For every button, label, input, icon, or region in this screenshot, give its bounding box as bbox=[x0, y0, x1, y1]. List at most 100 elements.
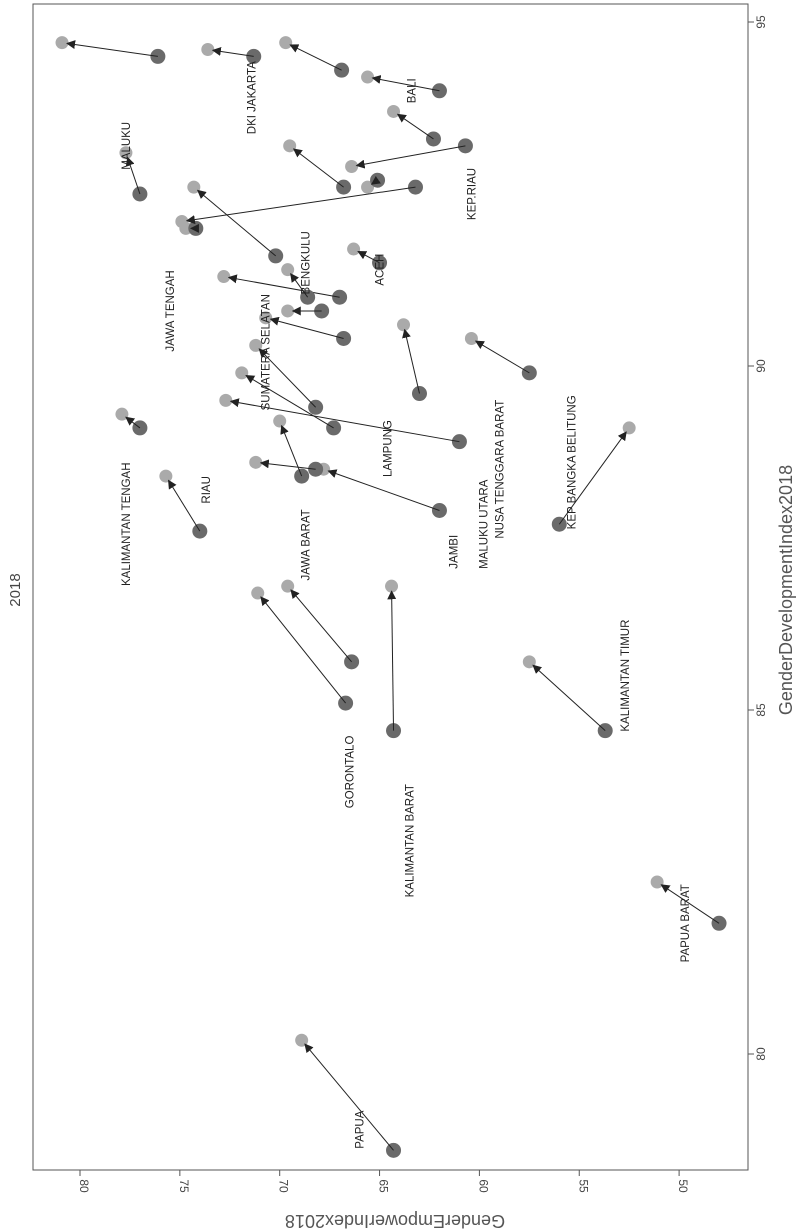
point-end bbox=[175, 215, 189, 229]
point-end bbox=[187, 180, 201, 194]
province-label: BALI bbox=[406, 78, 418, 103]
point-end bbox=[201, 43, 215, 57]
point-end bbox=[279, 36, 293, 50]
province-label: JAWA BARAT bbox=[301, 509, 313, 580]
province-label: JAMBI bbox=[448, 535, 460, 569]
arrow bbox=[245, 374, 334, 429]
point-end bbox=[464, 331, 478, 345]
arrow bbox=[304, 1043, 394, 1151]
arrow bbox=[290, 589, 352, 663]
province-label: MALUKU bbox=[121, 122, 133, 170]
province-label: DKI JAKARTA bbox=[247, 61, 259, 134]
arrow bbox=[327, 469, 440, 511]
province-label: KEP BANGKA BELITUNG bbox=[566, 395, 578, 529]
point-end bbox=[159, 469, 173, 483]
arrow bbox=[185, 186, 416, 225]
point-end bbox=[281, 579, 295, 593]
y-tick-label: 60 bbox=[476, 1179, 490, 1193]
arrow bbox=[660, 884, 720, 924]
x-tick-label: 90 bbox=[754, 359, 768, 373]
arrow bbox=[280, 424, 303, 477]
arrow bbox=[371, 75, 440, 92]
province-label: GORONTALO bbox=[345, 736, 357, 809]
point-end bbox=[115, 407, 129, 421]
arrow bbox=[168, 479, 201, 532]
point-end bbox=[217, 270, 231, 284]
arrow bbox=[396, 113, 434, 140]
arrow bbox=[402, 328, 420, 394]
arrow bbox=[260, 596, 346, 704]
arrow bbox=[211, 47, 254, 57]
point-end bbox=[385, 579, 399, 593]
x-tick-label: 95 bbox=[754, 15, 768, 29]
arrow bbox=[355, 145, 466, 169]
province-label: BENGKULU bbox=[301, 231, 313, 294]
arrow bbox=[357, 250, 380, 264]
arrow bbox=[258, 348, 317, 408]
arrow bbox=[196, 189, 277, 257]
x-tick-label: 85 bbox=[754, 703, 768, 717]
province-label: MALUKU UTARA bbox=[478, 479, 490, 569]
arrow bbox=[125, 156, 141, 195]
arrow bbox=[558, 431, 627, 525]
point-end bbox=[387, 104, 401, 118]
x-tick-label: 80 bbox=[754, 1047, 768, 1061]
point-end bbox=[281, 304, 295, 318]
point-end bbox=[249, 455, 263, 469]
point-end bbox=[251, 586, 265, 600]
point-end bbox=[55, 36, 69, 50]
point-end bbox=[119, 146, 133, 160]
point-end bbox=[219, 393, 233, 407]
point-start bbox=[246, 48, 262, 64]
province-label: RIAU bbox=[201, 476, 213, 503]
plot-frame bbox=[32, 3, 749, 1171]
point-end bbox=[650, 875, 664, 889]
province-label: KEP.RIAU bbox=[466, 168, 478, 220]
province-label: JAWA TENGAH bbox=[165, 270, 177, 351]
y-axis-title: GenderEmpowerIndex2018 bbox=[285, 1211, 505, 1231]
y-tick-label: 75 bbox=[177, 1179, 191, 1193]
y-tick-label: 50 bbox=[676, 1179, 690, 1193]
province-label: ACEH bbox=[375, 254, 387, 286]
ticks-layer: 80 85 90 95 50 55 60 65 70 75 80 bbox=[77, 15, 768, 1193]
point-end bbox=[361, 180, 375, 194]
marks-layer bbox=[55, 36, 727, 1158]
arrow bbox=[289, 44, 342, 71]
province-label: SUMATERA SELATAN bbox=[261, 294, 273, 410]
arrow bbox=[269, 316, 344, 339]
y-tick-label: 80 bbox=[77, 1179, 91, 1193]
labels-layer: PAPUA PAPUA BARAT KALIMANTAN TIMUR KALIMANT… bbox=[121, 61, 692, 1149]
province-label: KALIMANTAN TENGAH bbox=[121, 462, 133, 586]
province-label: PAPUA BARAT bbox=[680, 884, 692, 962]
arrow bbox=[66, 40, 158, 57]
point-end bbox=[397, 318, 411, 332]
chart-title: 2018 bbox=[7, 573, 24, 606]
arrow bbox=[370, 175, 381, 185]
arrow bbox=[229, 398, 460, 443]
point-end bbox=[622, 421, 636, 435]
province-label: KALIMANTAN BARAT bbox=[404, 784, 416, 897]
province-label: LAMPUNG bbox=[383, 420, 395, 477]
point-end bbox=[295, 1033, 309, 1047]
point-end bbox=[345, 159, 359, 173]
province-label: PAPUA bbox=[355, 1110, 367, 1148]
y-tick-label: 70 bbox=[277, 1179, 291, 1193]
y-tick-label: 65 bbox=[377, 1179, 391, 1193]
arrow bbox=[227, 274, 340, 298]
province-label: NUSA TENGGARA BARAT bbox=[494, 400, 506, 539]
point-end bbox=[361, 70, 375, 84]
province-label: KALIMANTAN TIMUR bbox=[620, 620, 632, 732]
arrow bbox=[125, 416, 141, 429]
arrow bbox=[387, 590, 397, 731]
arrow bbox=[532, 664, 606, 732]
x-axis-title: GenderDevelopmentIndex2018 bbox=[776, 465, 796, 715]
point-end bbox=[235, 366, 249, 380]
point-end bbox=[259, 311, 273, 325]
point-end bbox=[283, 139, 297, 153]
point-end bbox=[347, 242, 361, 256]
point-end bbox=[273, 414, 287, 428]
arrow bbox=[474, 340, 530, 374]
arrow bbox=[290, 272, 309, 298]
arrow bbox=[292, 148, 344, 188]
